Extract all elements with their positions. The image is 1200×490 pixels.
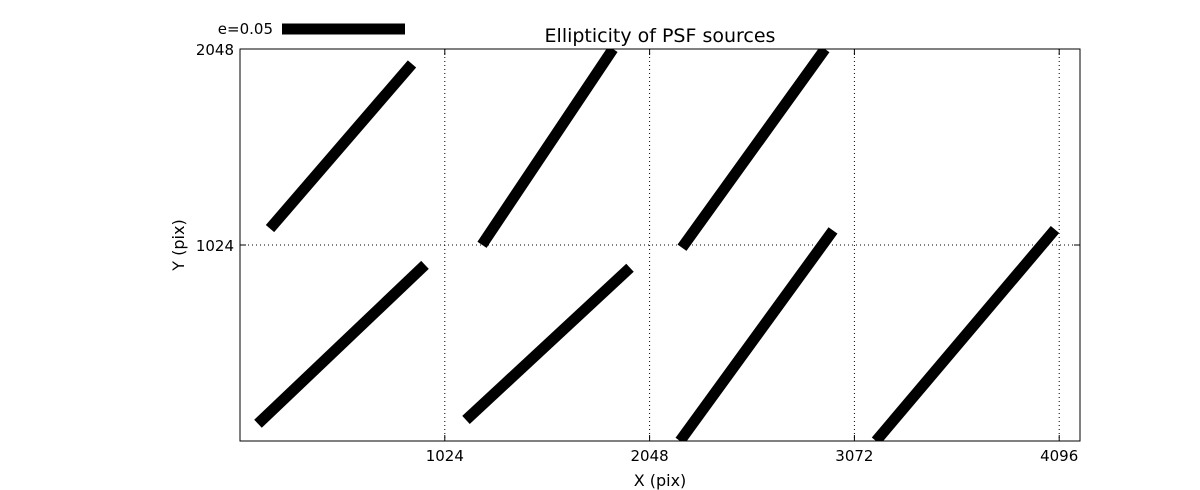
- whisker-6: [675, 227, 838, 441]
- whisker-4: [254, 260, 429, 428]
- whisker-3: [677, 49, 830, 251]
- axis-ticks: 1024 2048 3072 4096 1024 2048: [196, 41, 1080, 465]
- whisker-1: [265, 60, 417, 233]
- x-tick-label: 3072: [835, 447, 873, 465]
- y-tick-label: 1024: [196, 237, 234, 255]
- plot-area: [239, 48, 1081, 442]
- x-tick-label: 2048: [631, 447, 669, 465]
- x-tick-label: 4096: [1040, 447, 1078, 465]
- whisker-series: [254, 49, 1060, 441]
- y-tick-label: 2048: [196, 41, 234, 59]
- y-axis-label: Y (pix): [169, 219, 188, 271]
- grid-lines: [240, 49, 1080, 441]
- chart-title: Ellipticity of PSF sources: [545, 25, 776, 47]
- whisker-7: [871, 225, 1060, 441]
- whisker-2: [477, 49, 618, 248]
- x-axis-label: X (pix): [634, 471, 687, 490]
- legend-label: e=0.05: [218, 20, 273, 38]
- whisker-5: [462, 263, 634, 424]
- x-tick-label: 1024: [426, 447, 464, 465]
